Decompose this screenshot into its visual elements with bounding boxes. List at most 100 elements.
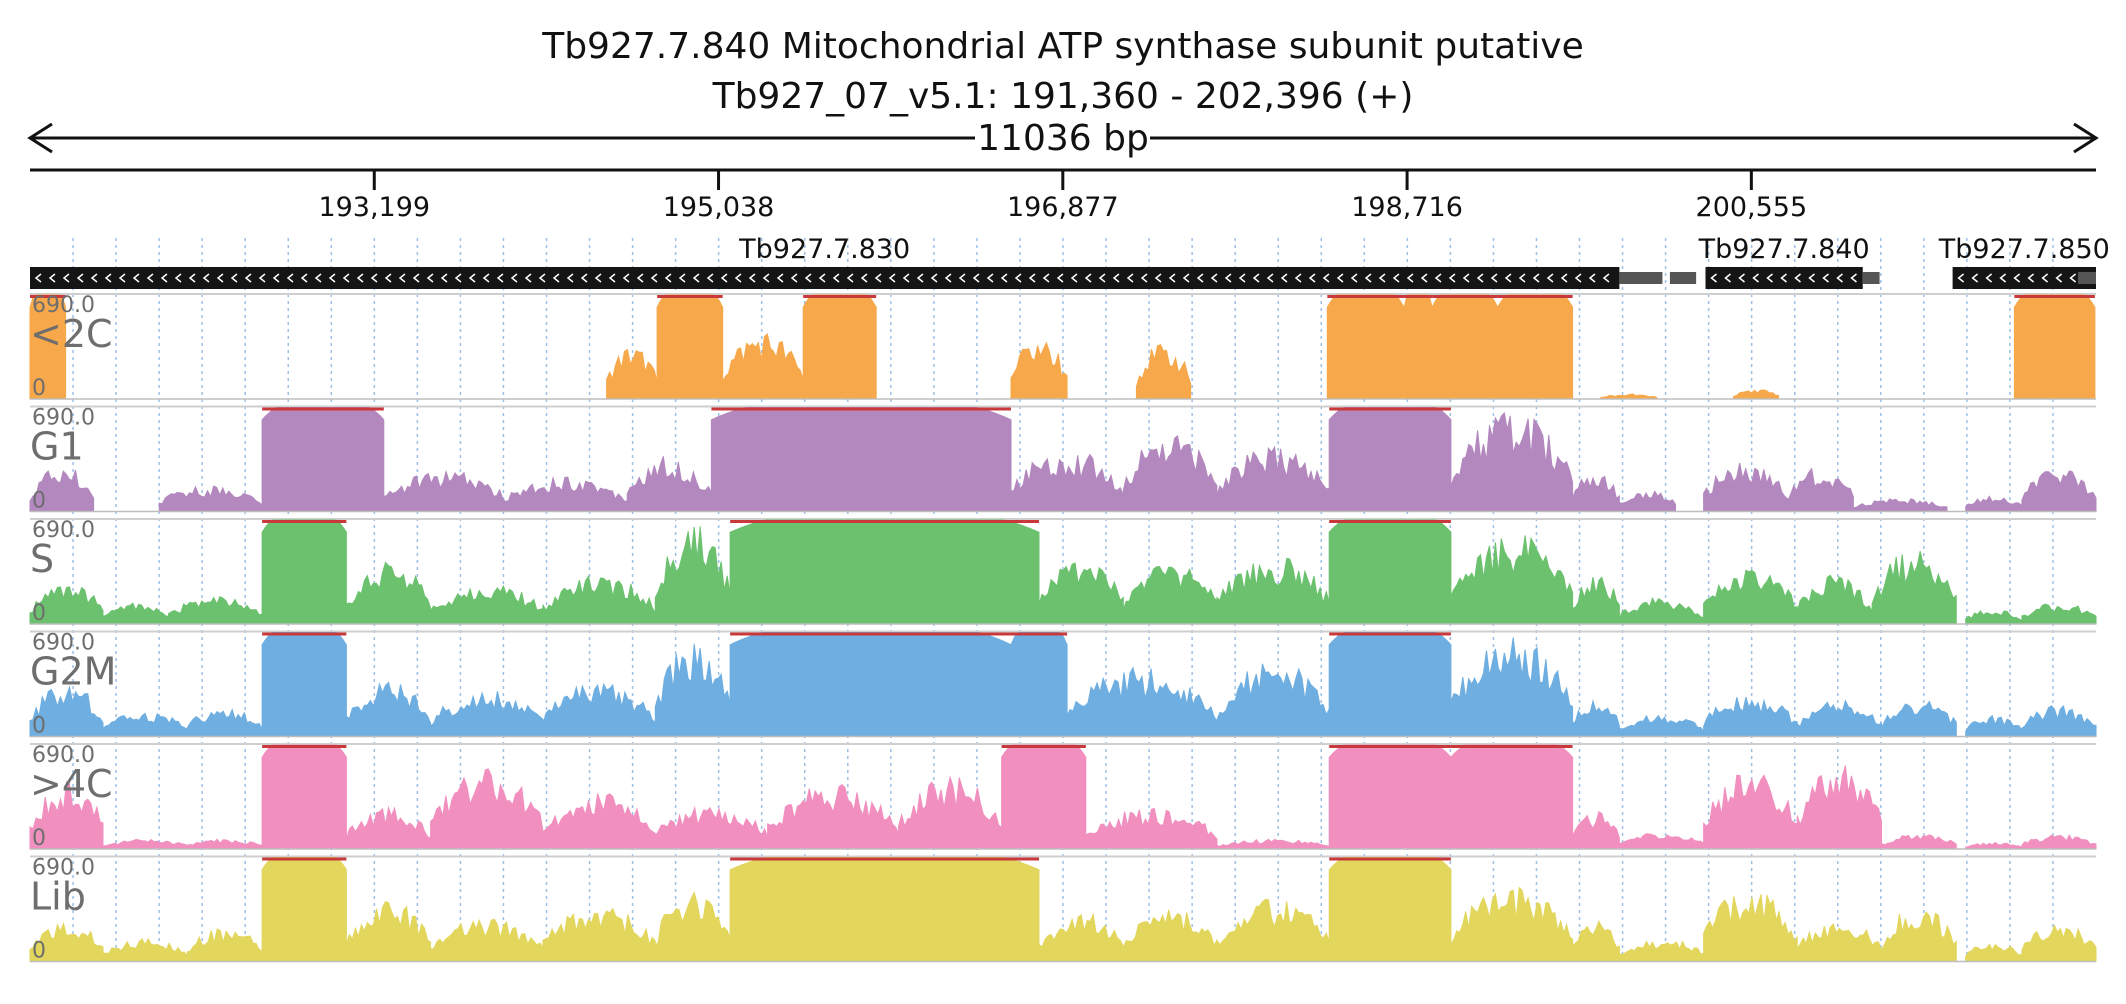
track-max-label: 690.0: [32, 293, 95, 318]
track-min-label: 0: [32, 826, 46, 851]
coverage-peak: [2021, 470, 2097, 512]
strand-arrow-icon: [272, 273, 280, 283]
strand-arrow-icon: [300, 273, 308, 283]
strand-arrow-icon: [1588, 273, 1596, 283]
coverage-peak: [802, 294, 877, 400]
coverage-peak: [1796, 922, 1882, 962]
strand-arrow-icon: [90, 273, 98, 283]
clip-indicator: [262, 745, 347, 748]
coverage-peak: [1216, 557, 1330, 625]
clip-indicator: [1001, 745, 1086, 748]
strand-arrow-icon: [720, 273, 728, 283]
strand-arrow-icon: [790, 273, 798, 283]
clip-indicator: [262, 520, 347, 523]
coverage-peak: [345, 805, 432, 850]
coverage-peak: [1965, 610, 2023, 625]
strand-arrow-icon: [76, 273, 84, 283]
coverage-peak: [1010, 632, 1068, 737]
strand-arrow-icon: [2027, 273, 2035, 283]
coverage-peak: [1010, 341, 1068, 400]
strand-arrow-icon: [1836, 273, 1843, 283]
strand-arrow-icon: [48, 273, 56, 283]
strand-arrow-icon: [398, 273, 406, 283]
strand-arrow-icon: [2055, 273, 2063, 283]
coverage-track: 690.0 0 G1: [29, 405, 2097, 514]
coverage-peak: [1572, 576, 1620, 625]
strand-arrow-icon: [1476, 273, 1484, 283]
strand-arrow-icon: [1710, 273, 1717, 283]
clip-indicator: [30, 295, 66, 298]
coverage-peak: [1450, 744, 1574, 850]
strand-arrow-icon: [314, 273, 322, 283]
coverage-peak: [1066, 666, 1218, 737]
strand-arrow-icon: [888, 273, 896, 283]
strand-arrow-icon: [1168, 273, 1176, 283]
strand-arrow-icon: [104, 273, 112, 283]
coverage-peak: [1703, 894, 1798, 962]
coverage-peak: [2021, 705, 2097, 737]
clip-indicator: [711, 407, 1011, 411]
coverage-peak: [1703, 462, 1789, 512]
strand-arrow-icon: [692, 273, 700, 283]
coverage-peak: [29, 921, 104, 962]
strand-arrow-icon: [1000, 273, 1008, 283]
coverage-peak: [2021, 834, 2097, 850]
clip-indicator: [262, 632, 347, 636]
strand-arrow-icon: [748, 273, 756, 283]
coverage-peak: [430, 584, 544, 625]
coverage-peak: [168, 596, 263, 625]
coverage-peak: [1122, 565, 1218, 625]
coverage-peak: [1965, 714, 2023, 737]
coverage-peak: [261, 519, 347, 625]
coverage-peak: [1703, 774, 1798, 850]
gene-body: [1705, 267, 1863, 289]
coverage-peak: [102, 602, 169, 625]
coverage-peak: [1965, 841, 2023, 850]
coverage-peak: [1122, 434, 1218, 512]
strand-arrow-icon: [244, 273, 252, 283]
strand-arrow-icon: [734, 273, 742, 283]
strand-arrow-icon: [1350, 273, 1358, 283]
strand-arrow-icon: [1294, 273, 1302, 283]
strand-arrow-icon: [1518, 273, 1526, 283]
clip-indicator: [1450, 745, 1573, 748]
coverage-peak: [383, 469, 506, 512]
clip-indicator: [1432, 295, 1498, 298]
strand-arrow-icon: [1794, 273, 1801, 283]
strand-arrow-icon: [118, 273, 126, 283]
strand-arrow-icon: [1780, 273, 1787, 283]
coverage-peak: [1703, 696, 1798, 737]
tick-label: 193,199: [318, 192, 430, 223]
strand-arrow-icon: [1766, 273, 1773, 283]
strand-arrow-icon: [174, 273, 182, 283]
strand-arrow-icon: [650, 273, 658, 283]
coverage-peak: [1871, 550, 1957, 625]
coverage-peak: [1450, 637, 1574, 737]
strand-arrow-icon: [1070, 273, 1078, 283]
coverage-peak: [430, 768, 544, 850]
clip-indicator: [262, 407, 384, 411]
coverage-peak: [1326, 294, 1405, 400]
clip-indicator: [1329, 745, 1451, 748]
strand-arrow-icon: [846, 273, 854, 283]
coverage-peak: [1085, 807, 1218, 850]
strand-arrow-icon: [1056, 273, 1064, 283]
coverage-peak: [29, 469, 95, 512]
coverage-peak: [1450, 886, 1574, 962]
clip-indicator: [730, 520, 1040, 523]
coverage-track: 690.0 0 Lib: [29, 855, 2097, 964]
coverage-peak: [710, 407, 1012, 512]
coverage-peak: [654, 643, 731, 737]
track-label: S: [30, 537, 54, 581]
track-max-label: 690.0: [32, 631, 95, 656]
strand-arrow-icon: [1126, 273, 1134, 283]
gene-utr: [2078, 272, 2096, 284]
coverage-peak: [1001, 744, 1087, 850]
strand-arrow-icon: [1392, 273, 1400, 283]
strand-arrow-icon: [818, 273, 826, 283]
strand-arrow-icon: [804, 273, 812, 283]
coverage-track: 690.0 0 >4C: [29, 743, 2097, 851]
coverage-peak: [186, 838, 263, 850]
coverage-peak: [1618, 714, 1705, 737]
coverage-peak: [2013, 294, 2096, 400]
